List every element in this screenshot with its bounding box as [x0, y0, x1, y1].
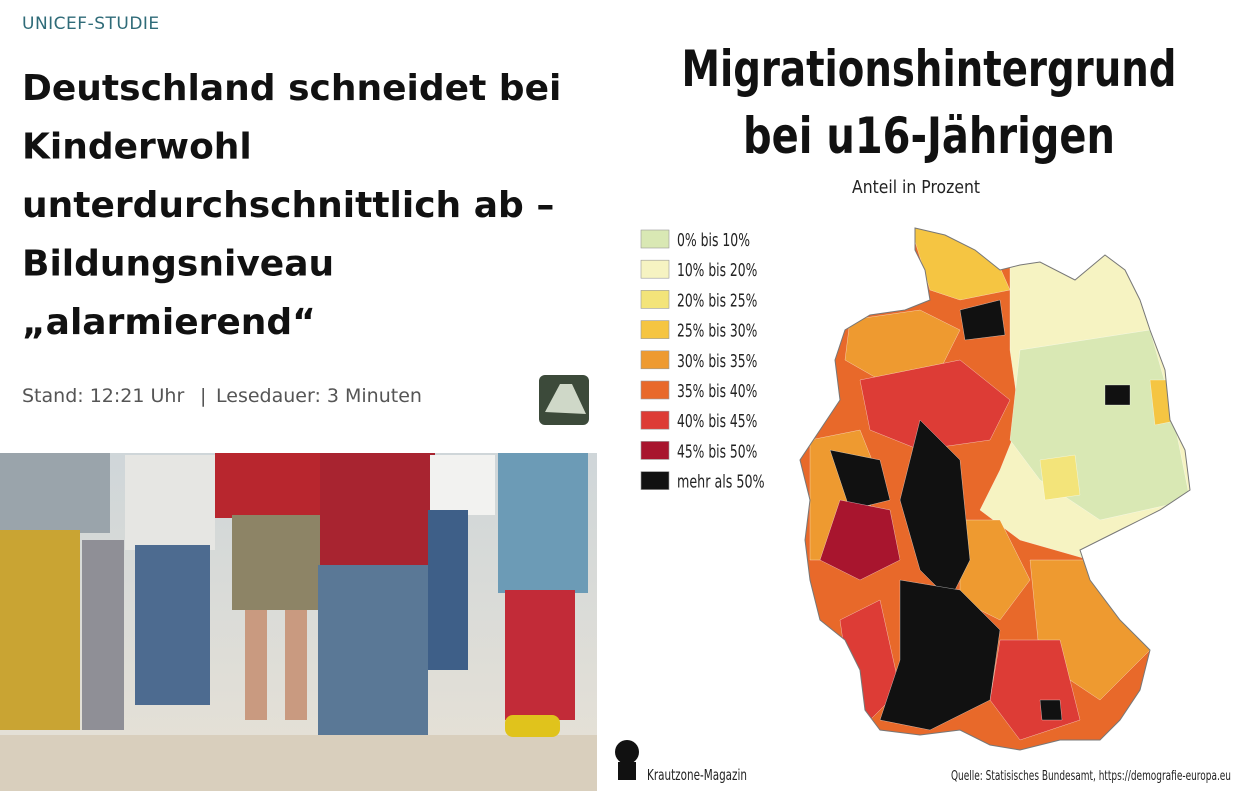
meta-item: Stand: 12:21 Uhr — [22, 385, 184, 407]
map — [800, 228, 1190, 750]
photo-pants — [505, 590, 575, 720]
photo-shirt — [125, 455, 215, 550]
headline-line: „alarmierend“ — [22, 302, 316, 343]
legend-label: 20% bis 25% — [677, 290, 757, 311]
legend-swatch — [640, 410, 670, 430]
map-region — [959, 299, 1006, 341]
legend-label: 0% bis 10% — [677, 230, 750, 251]
map-region — [959, 519, 1031, 621]
map-region — [1039, 699, 1063, 721]
source: Quelle: Statisisches Bundesamt, https://… — [951, 769, 1231, 784]
map-region — [819, 499, 901, 581]
legend-label: 10% bis 20% — [677, 260, 757, 281]
map-region — [1039, 454, 1081, 501]
legend: 0% bis 10% 10% bis 20% 20% bis 25% 25% bis … — [640, 229, 765, 493]
photo-leg — [245, 610, 267, 720]
legend-swatch — [640, 320, 670, 339]
map-title: Migrationshintergrund bei u16-Jährigen — [682, 40, 1177, 165]
legend-swatch — [640, 441, 670, 460]
photo-pants — [82, 540, 124, 730]
meta: Stand: 12:21 Uhr | Lesedauer: 3 Minuten — [22, 385, 422, 407]
legend-label: 30% bis 35% — [677, 351, 757, 372]
map-region — [859, 359, 1011, 451]
map-region — [879, 579, 1001, 731]
headline-line: Deutschland schneidet bei — [22, 68, 561, 109]
headline-line: Bildungsniveau — [22, 244, 334, 285]
headline: Deutschland schneidet bei Kinderwohl unter… — [22, 68, 561, 343]
logo-body — [618, 762, 636, 780]
thumbnail-logo — [545, 384, 586, 414]
kicker: UNICEF-STUDIE — [22, 14, 160, 34]
headline-line: Kinderwohl — [22, 127, 252, 168]
map-region — [1104, 384, 1131, 406]
legend-label: 25% bis 30% — [677, 321, 757, 342]
logo-head — [615, 740, 639, 764]
legend-swatch — [640, 290, 670, 309]
photo-pants — [318, 565, 428, 735]
article-panel — [0, 0, 597, 453]
map-subtitle: Anteil in Prozent — [852, 177, 980, 198]
photo-shirt — [430, 455, 495, 515]
map-title-line: Migrationshintergrund — [682, 40, 1177, 98]
photo-pants — [0, 530, 80, 730]
legend-label: mehr als 50% — [677, 472, 765, 493]
photo-shirt — [0, 453, 110, 533]
photo-pants — [135, 545, 210, 705]
legend-label: 45% bis 50% — [677, 441, 757, 462]
map-region — [829, 449, 891, 511]
map-title-line: bei u16-Jährigen — [743, 107, 1115, 165]
photo-pants — [232, 515, 322, 610]
photo-floor — [0, 735, 597, 791]
legend-swatch — [640, 259, 670, 279]
photo — [0, 453, 597, 791]
map-region — [1149, 379, 1181, 426]
legend-swatch — [640, 471, 670, 490]
photo-shoes — [505, 715, 560, 737]
photo-dress — [498, 453, 588, 593]
legend-swatch — [640, 229, 670, 249]
photo-leg — [285, 610, 307, 720]
legend-label: 35% bis 40% — [677, 381, 757, 402]
legend-swatch — [640, 350, 670, 370]
photo-shirt — [320, 453, 435, 568]
credit-logo — [615, 740, 639, 780]
photo-shirt — [215, 453, 325, 518]
credit: Krautzone-Magazin — [647, 766, 747, 784]
map-region — [909, 228, 1011, 301]
photo-pants — [428, 510, 468, 670]
separator: | — [200, 385, 206, 407]
meta-item: Lesedauer: 3 Minuten — [216, 385, 422, 407]
legend-label: 40% bis 45% — [677, 411, 757, 432]
legend-swatch — [640, 380, 670, 400]
headline-line: unterdurchschnittlich ab – — [22, 185, 554, 226]
